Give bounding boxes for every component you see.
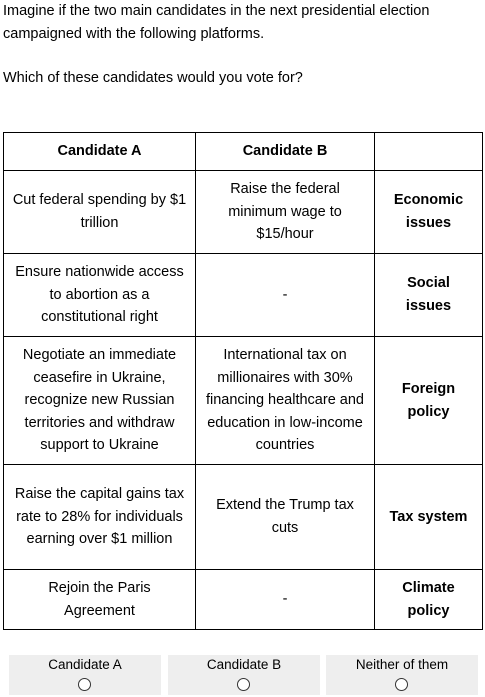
category-cell: Economic issues xyxy=(374,170,483,254)
candidate-b-cell: - xyxy=(195,569,375,630)
candidate-b-cell: International tax on millionaires with 3… xyxy=(195,336,375,465)
category-cell: Climate policy xyxy=(374,569,483,630)
radio-button[interactable] xyxy=(78,678,91,691)
radio-button[interactable] xyxy=(237,678,250,691)
candidate-b-cell: - xyxy=(195,253,375,337)
radio-button[interactable] xyxy=(395,678,408,691)
survey-intro: Imagine if the two main candidates in th… xyxy=(3,0,473,90)
candidate-b-cell: Extend the Trump tax cuts xyxy=(195,464,375,570)
candidate-a-cell: Raise the capital gains tax rate to 28% … xyxy=(3,464,196,570)
choice-label: Candidate A xyxy=(48,657,122,672)
table-header-row: Candidate A Candidate B xyxy=(3,132,483,171)
table-row: Ensure nationwide access to abortion as … xyxy=(3,253,483,337)
header-candidate-a: Candidate A xyxy=(3,132,196,171)
intro-text: Imagine if the two main candidates in th… xyxy=(3,3,430,42)
table-row: Cut federal spending by $1 trillion Rais… xyxy=(3,170,483,254)
choice-candidate-b[interactable]: Candidate B xyxy=(168,655,320,695)
choice-neither[interactable]: Neither of them xyxy=(326,655,478,695)
question-text: Which of these candidates would you vote… xyxy=(3,70,303,86)
candidate-a-cell: Negotiate an immediate ceasefire in Ukra… xyxy=(3,336,196,465)
category-cell: Foreign policy xyxy=(374,336,483,465)
table-row: Negotiate an immediate ceasefire in Ukra… xyxy=(3,336,483,465)
vote-choices: Candidate A Candidate B Neither of them xyxy=(9,655,478,695)
category-cell: Tax system xyxy=(374,464,483,570)
candidate-a-cell: Rejoin the Paris Agreement xyxy=(3,569,196,630)
choice-label: Candidate B xyxy=(206,657,282,672)
candidate-a-cell: Ensure nationwide access to abortion as … xyxy=(3,253,196,337)
category-cell: Social issues xyxy=(374,253,483,337)
header-candidate-b: Candidate B xyxy=(195,132,375,171)
choice-candidate-a[interactable]: Candidate A xyxy=(9,655,161,695)
candidate-a-cell: Cut federal spending by $1 trillion xyxy=(3,170,196,254)
choice-label: Neither of them xyxy=(355,657,449,672)
table-row: Raise the capital gains tax rate to 28% … xyxy=(3,464,483,570)
candidate-b-cell: Raise the federal minimum wage to $15/ho… xyxy=(195,170,375,254)
platforms-table: Candidate A Candidate B Cut federal spen… xyxy=(3,132,483,630)
table-row: Rejoin the Paris Agreement - Climate pol… xyxy=(3,569,483,630)
header-category xyxy=(374,132,483,171)
